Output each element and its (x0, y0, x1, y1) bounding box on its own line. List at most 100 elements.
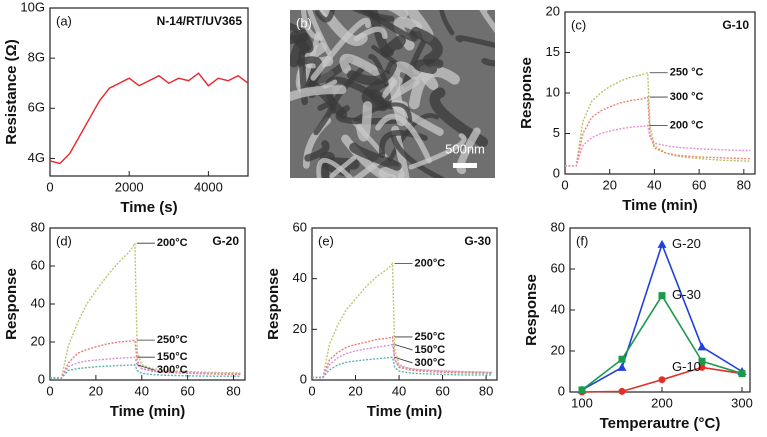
series-label: G-10 (672, 359, 701, 374)
marker (697, 342, 707, 351)
series-line (565, 96, 751, 167)
series-label: 150°C (157, 351, 188, 363)
marker (658, 376, 666, 384)
y-tick-label: 6G (28, 100, 45, 115)
y-tick-label: 0 (300, 371, 307, 386)
series-line (50, 240, 241, 379)
fiber (479, 10, 495, 34)
y-tick-label: 0 (38, 371, 45, 386)
fiber (368, 54, 389, 87)
scale-bar (453, 163, 477, 168)
marker (658, 292, 666, 300)
x-axis-title: Time (min) (110, 403, 186, 420)
y-tick-label: 60 (31, 257, 45, 272)
x-tick-label: 40 (135, 383, 149, 398)
fiber (290, 33, 309, 45)
x-axis-title: Time (s) (120, 199, 177, 216)
marker (617, 362, 627, 371)
series-label: 300°C (157, 364, 188, 376)
panel-tag: G-10 (722, 18, 749, 32)
marker (698, 357, 706, 365)
series-line (312, 261, 493, 379)
y-tick-label: 4G (28, 150, 45, 165)
series-label: G-30 (672, 287, 701, 302)
label-leader (136, 364, 155, 371)
marker (618, 355, 626, 363)
series-line (565, 124, 751, 167)
panel-label: (e) (318, 233, 334, 248)
y-tick-label: 15 (546, 44, 560, 59)
scale-bar-label: 500nm (445, 141, 485, 156)
series-label: 150°C (415, 344, 446, 356)
y-tick-label: 40 (31, 295, 45, 310)
label-leader (394, 344, 413, 351)
x-tick-label: 80 (737, 177, 751, 192)
x-tick-label: 60 (180, 383, 194, 398)
fiber (390, 134, 446, 178)
x-axis-title: Time (min) (622, 197, 698, 214)
fiber (387, 10, 409, 19)
series-label: 250 °C (670, 67, 704, 79)
series-line (49, 72, 249, 165)
fiber (290, 22, 311, 38)
fiber (378, 166, 405, 178)
plot-frame (49, 7, 249, 177)
panel-label: (b) (296, 15, 312, 30)
y-tick-label: 40 (293, 270, 307, 285)
fiber (290, 85, 347, 102)
y-tick-label: 80 (551, 219, 565, 234)
fiber (314, 10, 335, 23)
x-tick-label: 0 (46, 179, 53, 194)
x-tick-label: 20 (602, 177, 616, 192)
x-tick-label: 0 (46, 383, 53, 398)
x-tick-label: 20 (348, 383, 362, 398)
series-line (50, 339, 241, 379)
series-line (312, 336, 493, 379)
label-leader (394, 356, 413, 364)
fiber (300, 10, 324, 41)
fiber (413, 58, 444, 74)
panel-tag: G-30 (464, 234, 491, 248)
panel-label: (f) (576, 233, 588, 248)
marker (698, 363, 706, 371)
marker (657, 239, 667, 248)
series-label: 200°C (415, 257, 446, 269)
x-tick-label: 4000 (194, 179, 223, 194)
y-axis-title: Response (523, 274, 540, 346)
x-axis-title: Temperautre (°C) (600, 415, 721, 432)
panel-tag: N-14/RT/UV365 (157, 14, 243, 28)
y-axis-title: Resistance (Ω) (3, 39, 20, 144)
series-label: 250°C (157, 334, 188, 346)
series-label: 250°C (415, 331, 446, 343)
y-tick-label: 8G (28, 50, 45, 65)
series-line (312, 356, 493, 379)
y-tick-label: 20 (31, 333, 45, 348)
fiber (304, 140, 330, 162)
marker (618, 387, 626, 395)
y-tick-label: 10 (546, 84, 560, 99)
y-tick-label: 10G (20, 0, 45, 14)
fiber (380, 35, 406, 58)
y-tick-label: 80 (31, 219, 45, 234)
fiber (356, 101, 373, 142)
y-tick-label: 20 (546, 3, 560, 18)
fiber (455, 35, 495, 49)
y-tick-label: 5 (553, 125, 560, 140)
marker (738, 370, 746, 378)
y-tick-label: 20 (293, 321, 307, 336)
fiber (456, 127, 481, 175)
x-tick-label: 60 (435, 383, 449, 398)
x-tick-label: 80 (226, 383, 240, 398)
series-label: G-20 (672, 236, 701, 251)
x-axis-title: Time (min) (367, 403, 443, 420)
fiber (349, 142, 402, 171)
fiber (408, 133, 467, 170)
series-line (50, 356, 241, 379)
series-label: 300°C (415, 357, 446, 369)
panel-tag: G-20 (212, 234, 239, 248)
sem-texture (290, 10, 495, 178)
fiber (481, 57, 495, 67)
y-tick-label: 60 (551, 260, 565, 275)
x-tick-label: 80 (479, 383, 493, 398)
